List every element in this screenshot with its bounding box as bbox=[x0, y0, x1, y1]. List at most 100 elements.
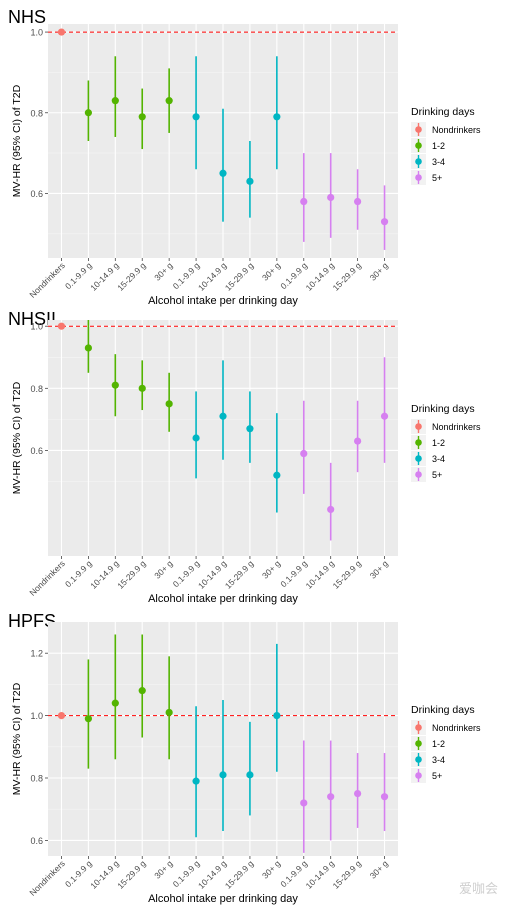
data-point bbox=[300, 799, 308, 807]
y-tick-label: 1.0 bbox=[30, 711, 43, 721]
data-point bbox=[57, 712, 66, 720]
data-point bbox=[327, 193, 335, 202]
x-tick-label: 30+ g bbox=[260, 260, 282, 282]
data-point bbox=[219, 169, 227, 177]
data-point bbox=[380, 793, 389, 801]
data-point bbox=[192, 434, 200, 442]
legend-label: 5+ bbox=[432, 470, 442, 480]
data-point bbox=[380, 412, 389, 420]
x-axis-label: Alcohol intake per drinking day bbox=[148, 295, 298, 307]
data-point bbox=[273, 113, 281, 121]
x-tick-label: 30+ g bbox=[368, 858, 390, 880]
x-tick-label: 15-29.9 g bbox=[115, 858, 148, 891]
legend-key-point bbox=[415, 471, 422, 478]
y-axis-label: MV-HR (95% CI) of T2D bbox=[11, 682, 23, 795]
legend-label: Nondrinkers bbox=[432, 723, 481, 733]
data-point bbox=[246, 771, 254, 779]
data-point bbox=[165, 708, 173, 717]
x-tick-label: 15-29.9 g bbox=[115, 260, 148, 293]
x-tick-label: 30+ g bbox=[260, 558, 282, 580]
data-point bbox=[273, 471, 281, 479]
data-point bbox=[327, 793, 335, 801]
data-point bbox=[57, 28, 66, 36]
legend-label: Nondrinkers bbox=[432, 422, 481, 432]
data-point bbox=[84, 109, 92, 117]
x-tick-label: 30+ g bbox=[260, 858, 282, 880]
x-tick-label: 30+ g bbox=[368, 558, 390, 580]
y-tick-label: 1.0 bbox=[30, 322, 43, 332]
x-axis-label: Alcohol intake per drinking day bbox=[148, 893, 298, 905]
data-point bbox=[300, 449, 308, 458]
x-tick-label: 15-29.9 g bbox=[331, 858, 364, 891]
legend-label: 1-2 bbox=[432, 141, 445, 151]
chart-title: HPFS bbox=[8, 611, 56, 631]
legend-key-point bbox=[415, 158, 422, 165]
legend-title: Drinking days bbox=[411, 704, 475, 716]
data-point bbox=[273, 712, 281, 720]
legend-key-point bbox=[415, 126, 422, 133]
data-point bbox=[192, 113, 200, 121]
y-tick-label: 1.0 bbox=[30, 28, 43, 38]
legend-label: 3-4 bbox=[432, 755, 445, 765]
y-axis-label: MV-HR (95% CI) of T2D bbox=[11, 84, 23, 197]
legend-label: 1-2 bbox=[432, 739, 445, 749]
legend-key-point bbox=[415, 756, 422, 763]
legend-title: Drinking days bbox=[411, 106, 475, 118]
x-tick-label: Nondrinkers bbox=[27, 558, 66, 597]
legend-key-point bbox=[415, 724, 422, 731]
legend-label: 5+ bbox=[432, 771, 442, 781]
chart-title: NHSII bbox=[8, 309, 56, 329]
data-point bbox=[219, 412, 227, 420]
legend-label: 3-4 bbox=[432, 157, 445, 167]
legend-label: 1-2 bbox=[432, 438, 445, 448]
legend-key-point bbox=[415, 455, 422, 462]
x-axis-label: Alcohol intake per drinking day bbox=[148, 593, 298, 605]
data-point bbox=[246, 425, 254, 433]
legend-key-point bbox=[415, 142, 422, 149]
data-point bbox=[327, 505, 335, 514]
legend-key-point bbox=[415, 423, 422, 430]
x-tick-label: 30+ g bbox=[152, 858, 174, 880]
data-point bbox=[192, 777, 200, 785]
data-point bbox=[111, 97, 119, 105]
x-tick-label: 15-29.9 g bbox=[331, 558, 364, 591]
y-tick-label: 0.6 bbox=[30, 446, 43, 456]
x-tick-label: Nondrinkers bbox=[27, 260, 66, 299]
legend-key-point bbox=[415, 174, 422, 181]
data-point bbox=[84, 344, 92, 352]
x-tick-label: Nondrinkers bbox=[27, 858, 66, 897]
data-point bbox=[165, 97, 173, 105]
data-point bbox=[219, 771, 227, 779]
data-point bbox=[300, 197, 308, 206]
y-tick-label: 0.8 bbox=[30, 108, 43, 118]
legend-label: 3-4 bbox=[432, 454, 445, 464]
x-tick-label: 30+ g bbox=[152, 558, 174, 580]
legend-label: 5+ bbox=[432, 173, 442, 183]
data-point bbox=[165, 400, 173, 408]
legend-title: Drinking days bbox=[411, 403, 475, 415]
data-point bbox=[354, 437, 362, 445]
legend-key-point bbox=[415, 772, 422, 779]
data-point bbox=[354, 790, 362, 798]
x-tick-label: 30+ g bbox=[152, 260, 174, 282]
data-point bbox=[246, 177, 254, 185]
data-point bbox=[57, 322, 66, 330]
data-point bbox=[84, 715, 92, 723]
data-point bbox=[138, 113, 146, 121]
y-tick-label: 0.6 bbox=[30, 836, 43, 846]
data-point bbox=[111, 381, 119, 389]
data-point bbox=[380, 218, 389, 226]
data-point bbox=[138, 687, 146, 695]
x-tick-label: 15-29.9 g bbox=[223, 260, 256, 293]
y-axis-label: MV-HR (95% CI) of T2D bbox=[11, 381, 23, 494]
legend-key-point bbox=[415, 740, 422, 747]
y-tick-label: 0.8 bbox=[30, 774, 43, 784]
x-tick-label: 15-29.9 g bbox=[223, 558, 256, 591]
x-tick-label: 15-29.9 g bbox=[223, 858, 256, 891]
data-point bbox=[354, 197, 362, 206]
legend-key-point bbox=[415, 439, 422, 446]
y-tick-label: 0.6 bbox=[30, 189, 43, 199]
